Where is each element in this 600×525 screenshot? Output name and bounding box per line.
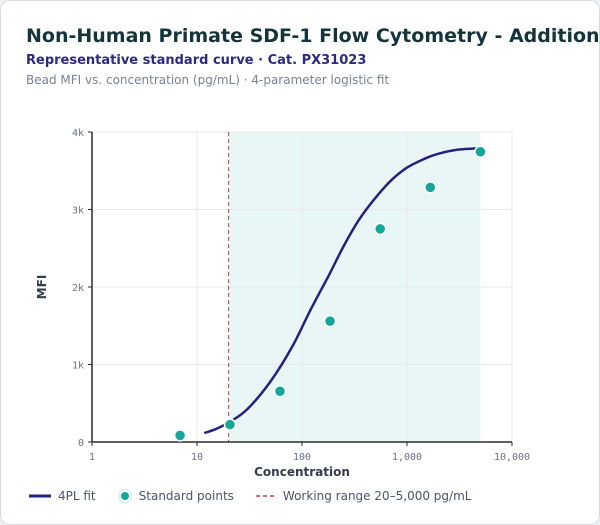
standard-point (223, 418, 237, 431)
y-axis-title: MFI (35, 275, 49, 300)
standard-point (173, 429, 187, 442)
legend-label-points: Standard points (138, 489, 234, 503)
standard-point (323, 314, 337, 328)
dashed-line-swatch-icon (255, 495, 276, 497)
y-tick-label: 4k (72, 128, 84, 139)
y-tick-label: 3k (72, 206, 84, 217)
y-tick-label: 0 (78, 438, 84, 449)
x-axis-title: Concentration (254, 465, 350, 479)
chart-subtitle: Representative standard curve · Cat. PX3… (26, 53, 367, 68)
legend-label-working-range: Working range 20–5,000 pg/mL (282, 489, 472, 503)
chart-caption: Bead MFI vs. concentration (pg/mL) · 4-p… (26, 73, 390, 87)
x-tick-label: 10 (191, 452, 203, 463)
standard-points (173, 145, 487, 442)
standard-point (273, 384, 287, 398)
standard-point (474, 145, 487, 159)
chart-legend: 4PL fit Standard points Working range 20… (29, 489, 493, 503)
chart-title: Non-Human Primate SDF-1 Flow Cytometry -… (26, 25, 600, 47)
standard-point (424, 181, 437, 194)
grid-lines (92, 131, 513, 442)
dot-swatch-icon (118, 490, 131, 502)
tick-labels: 1 10 100 1,000 10,000 0 1k 2k 3k 4k (72, 128, 530, 463)
y-tick-label: 2k (72, 283, 84, 294)
legend-label-fit: 4PL fit (58, 489, 96, 503)
legend-item-working-range: Working range 20–5,000 pg/mL (255, 489, 472, 503)
legend-item-fit: 4PL fit (29, 489, 96, 503)
x-tick-label: 1,000 (392, 452, 422, 463)
x-tick-label: 100 (293, 452, 311, 463)
x-tick-label: 10,000 (494, 452, 530, 463)
fit-curve-line (204, 147, 482, 434)
y-tick-label: 1k (72, 361, 84, 372)
line-swatch-icon (29, 494, 51, 498)
legend-item-points: Standard points (118, 489, 234, 503)
standard-point (373, 222, 387, 236)
x-tick-label: 1 (89, 452, 95, 463)
